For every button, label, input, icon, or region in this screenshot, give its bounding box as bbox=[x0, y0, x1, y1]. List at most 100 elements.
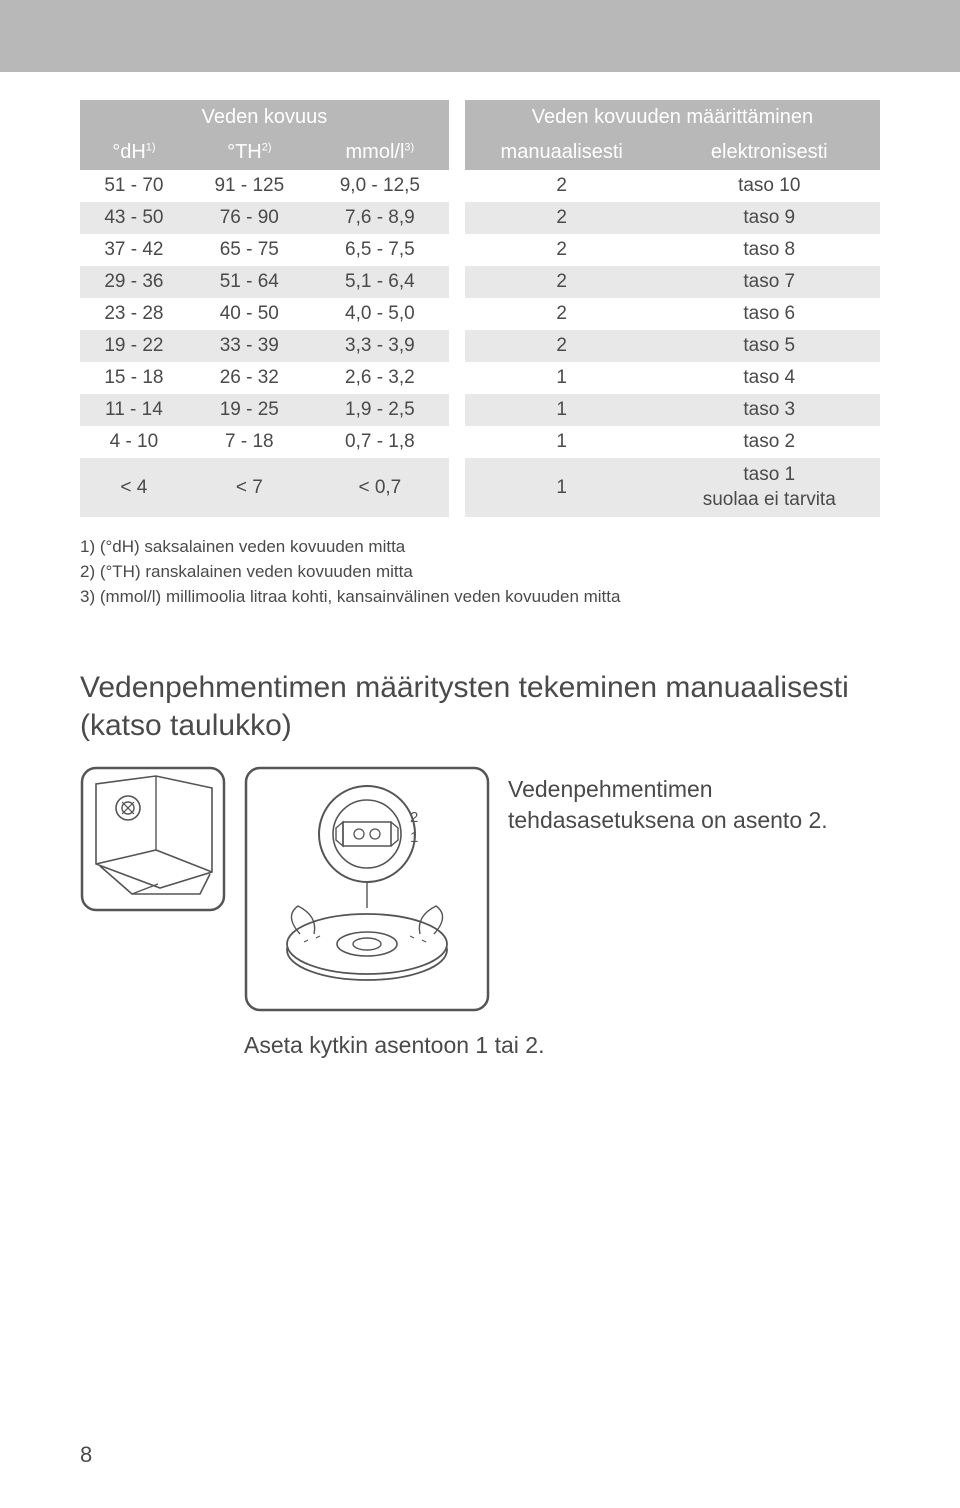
col-header-th: °TH2) bbox=[188, 135, 311, 170]
cell: 1,9 - 2,5 bbox=[311, 394, 449, 426]
cell: 26 - 32 bbox=[188, 362, 311, 394]
col-header-dh: °dH1) bbox=[80, 135, 188, 170]
dial-label-2: 2 bbox=[410, 809, 418, 826]
cell-multiline: taso 1 suolaa ei tarvita bbox=[658, 458, 880, 517]
row-separator bbox=[449, 426, 465, 458]
cell: 1 bbox=[465, 458, 659, 517]
cell: 2 bbox=[465, 298, 659, 330]
row-separator bbox=[449, 170, 465, 202]
cell: 0,7 - 1,8 bbox=[311, 426, 449, 458]
page-number: 8 bbox=[80, 1442, 92, 1468]
cell: taso 5 bbox=[658, 330, 880, 362]
table-row: 43 - 50 76 - 90 7,6 - 8,9 2 taso 9 bbox=[80, 202, 880, 234]
footnotes: 1) (°dH) saksalainen veden kovuuden mitt… bbox=[80, 535, 880, 609]
cell: 91 - 125 bbox=[188, 170, 311, 202]
water-hardness-table: Veden kovuus Veden kovuuden määrittämine… bbox=[80, 100, 880, 517]
cell: 40 - 50 bbox=[188, 298, 311, 330]
col-header-electronic: elektronisesti bbox=[658, 135, 880, 170]
bottom-caption: Aseta kytkin asentoon 1 tai 2. bbox=[244, 1030, 880, 1061]
cell: taso 4 bbox=[658, 362, 880, 394]
cell: 2,6 - 3,2 bbox=[311, 362, 449, 394]
col-header-manual: manuaalisesti bbox=[465, 135, 659, 170]
cell: 51 - 70 bbox=[80, 170, 188, 202]
cell: taso 7 bbox=[658, 266, 880, 298]
table-group-header-row: Veden kovuus Veden kovuuden määrittämine… bbox=[80, 100, 880, 135]
cell-line: taso 1 bbox=[666, 463, 872, 488]
cell: 1 bbox=[465, 394, 659, 426]
page-content: Veden kovuus Veden kovuuden määrittämine… bbox=[0, 72, 960, 1061]
cell: 2 bbox=[465, 170, 659, 202]
row-separator bbox=[449, 234, 465, 266]
cell: 2 bbox=[465, 202, 659, 234]
cell: 76 - 90 bbox=[188, 202, 311, 234]
footnote-1: 1) (°dH) saksalainen veden kovuuden mitt… bbox=[80, 535, 880, 560]
row-separator bbox=[449, 202, 465, 234]
cell: 2 bbox=[465, 266, 659, 298]
cell: 1 bbox=[465, 362, 659, 394]
cell: taso 6 bbox=[658, 298, 880, 330]
header-separator bbox=[449, 135, 465, 170]
table-row: 51 - 70 91 - 125 9,0 - 12,5 2 taso 10 bbox=[80, 170, 880, 202]
cell: taso 9 bbox=[658, 202, 880, 234]
cell: < 4 bbox=[80, 458, 188, 517]
diagram-dishwasher-icon bbox=[80, 766, 226, 912]
cell: 11 - 14 bbox=[80, 394, 188, 426]
table-row: 15 - 18 26 - 32 2,6 - 3,2 1 taso 4 bbox=[80, 362, 880, 394]
section-heading: Vedenpehmentimen määritysten tekeminen m… bbox=[80, 669, 880, 744]
table-row: 37 - 42 65 - 75 6,5 - 7,5 2 taso 8 bbox=[80, 234, 880, 266]
table-row: 11 - 14 19 - 25 1,9 - 2,5 1 taso 3 bbox=[80, 394, 880, 426]
row-separator bbox=[449, 266, 465, 298]
diagram-dial-icon: 2 1 bbox=[244, 766, 490, 1012]
factory-setting-text: Vedenpehmentimen tehdasasetuksena on ase… bbox=[508, 774, 880, 836]
cell-line: suolaa ei tarvita bbox=[666, 488, 872, 513]
footnote-2: 2) (°TH) ranskalainen veden kovuuden mit… bbox=[80, 560, 880, 585]
cell: 65 - 75 bbox=[188, 234, 311, 266]
cell: 4 - 10 bbox=[80, 426, 188, 458]
row-separator bbox=[449, 394, 465, 426]
col-header-mmol: mmol/l3) bbox=[311, 135, 449, 170]
cell: 7 - 18 bbox=[188, 426, 311, 458]
table-row: < 4 < 7 < 0,7 1 taso 1 suolaa ei tarvita bbox=[80, 458, 880, 517]
cell: 29 - 36 bbox=[80, 266, 188, 298]
cell: < 7 bbox=[188, 458, 311, 517]
header-bar bbox=[0, 0, 960, 72]
row-separator bbox=[449, 330, 465, 362]
cell: 23 - 28 bbox=[80, 298, 188, 330]
cell: < 0,7 bbox=[311, 458, 449, 517]
cell: 37 - 42 bbox=[80, 234, 188, 266]
row-separator bbox=[449, 298, 465, 330]
dial-label-1: 1 bbox=[410, 829, 418, 846]
cell: 51 - 64 bbox=[188, 266, 311, 298]
table-row: 29 - 36 51 - 64 5,1 - 6,4 2 taso 7 bbox=[80, 266, 880, 298]
dishwasher-door-icon bbox=[80, 766, 226, 912]
cell: 19 - 25 bbox=[188, 394, 311, 426]
row-separator bbox=[449, 362, 465, 394]
table-row: 23 - 28 40 - 50 4,0 - 5,0 2 taso 6 bbox=[80, 298, 880, 330]
cell: 4,0 - 5,0 bbox=[311, 298, 449, 330]
cell: 7,6 - 8,9 bbox=[311, 202, 449, 234]
header-separator bbox=[449, 100, 465, 135]
table-column-header-row: °dH1) °TH2) mmol/l3) manuaalisesti elekt… bbox=[80, 135, 880, 170]
cell: taso 8 bbox=[658, 234, 880, 266]
cell: 3,3 - 3,9 bbox=[311, 330, 449, 362]
diagram-row: 2 1 Vedenpehmentimen tehdasasetuksena on… bbox=[80, 766, 880, 1012]
cell: 15 - 18 bbox=[80, 362, 188, 394]
cell: 2 bbox=[465, 330, 659, 362]
cell: 43 - 50 bbox=[80, 202, 188, 234]
cell: 5,1 - 6,4 bbox=[311, 266, 449, 298]
group-header-left: Veden kovuus bbox=[80, 100, 449, 135]
row-separator bbox=[449, 458, 465, 517]
cell: 33 - 39 bbox=[188, 330, 311, 362]
table-body: 51 - 70 91 - 125 9,0 - 12,5 2 taso 10 43… bbox=[80, 170, 880, 517]
cell: taso 2 bbox=[658, 426, 880, 458]
footnote-3: 3) (mmol/l) millimoolia litraa kohti, ka… bbox=[80, 585, 880, 610]
cell: taso 10 bbox=[658, 170, 880, 202]
table-row: 19 - 22 33 - 39 3,3 - 3,9 2 taso 5 bbox=[80, 330, 880, 362]
cell: 2 bbox=[465, 234, 659, 266]
cell: 19 - 22 bbox=[80, 330, 188, 362]
table-row: 4 - 10 7 - 18 0,7 - 1,8 1 taso 2 bbox=[80, 426, 880, 458]
cell: 6,5 - 7,5 bbox=[311, 234, 449, 266]
group-header-right: Veden kovuuden määrittäminen bbox=[465, 100, 880, 135]
cell: 1 bbox=[465, 426, 659, 458]
cell: 9,0 - 12,5 bbox=[311, 170, 449, 202]
